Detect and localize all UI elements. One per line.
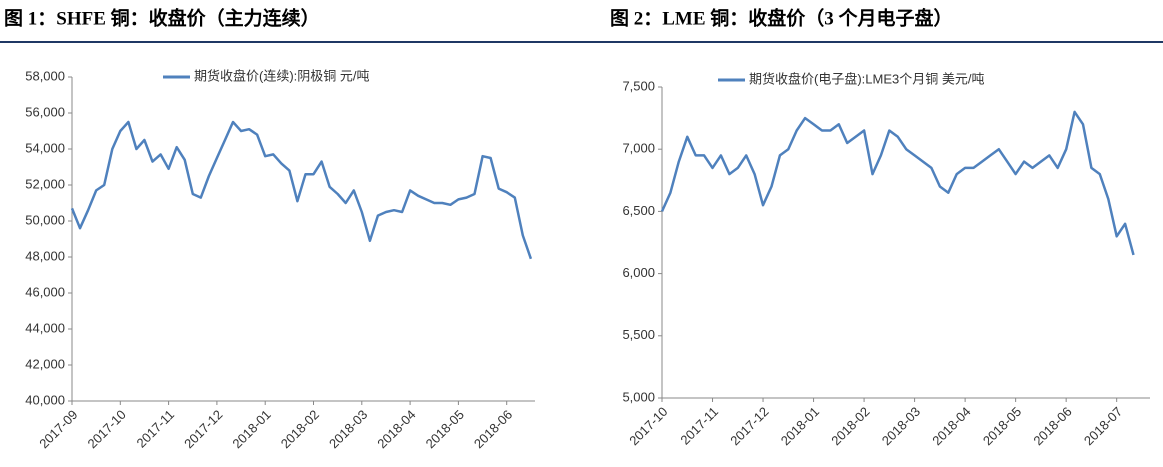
- y-tick-label: 7,000: [622, 141, 655, 156]
- y-tick-label: 48,000: [25, 248, 65, 263]
- chart-title: 图 1：SHFE 铜：收盘价（主力连续）: [4, 6, 320, 29]
- y-tick-label: 42,000: [25, 356, 65, 371]
- y-tick-label: 40,000: [25, 392, 65, 407]
- line-series: [70, 120, 533, 260]
- y-tick-label: 6,500: [622, 203, 655, 218]
- y-tick-label: 44,000: [25, 320, 65, 335]
- y-tick-label: 50,000: [25, 212, 65, 227]
- y-tick-label: 6,000: [622, 265, 655, 280]
- y-tick-label: 7,500: [622, 78, 655, 93]
- y-tick-label: 54,000: [25, 140, 65, 155]
- y-tick-label: 46,000: [25, 284, 65, 299]
- line-series: [660, 110, 1135, 256]
- chart-title: 图 2：LME 铜：收盘价（3 个月电子盘）: [610, 6, 953, 29]
- y-tick-label: 56,000: [25, 104, 65, 119]
- y-tick-label: 5,000: [622, 389, 655, 404]
- legend-label: 期货收盘价(电子盘):LME3个月铜 美元/吨: [749, 71, 984, 86]
- y-tick-label: 52,000: [25, 176, 65, 191]
- y-tick-label: 58,000: [25, 68, 65, 83]
- legend-label: 期货收盘价(连续):阴极铜 元/吨: [194, 68, 370, 83]
- y-tick-label: 5,500: [622, 327, 655, 342]
